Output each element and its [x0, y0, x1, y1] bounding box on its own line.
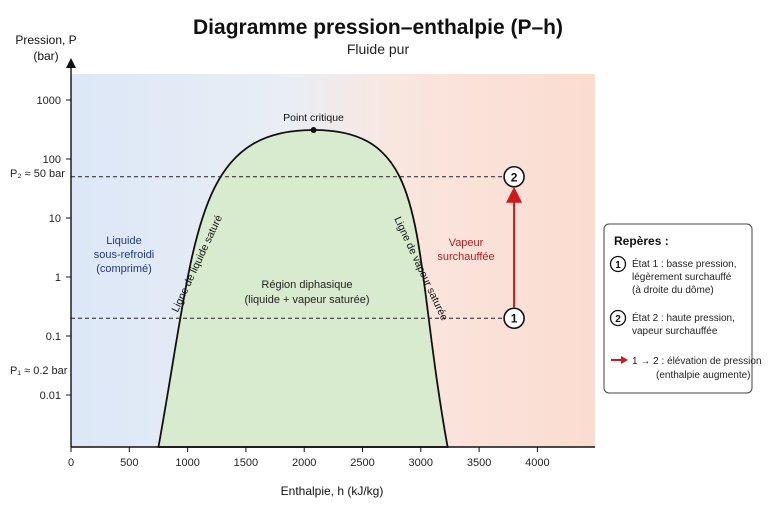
two-phase-label-1: Région diphasique [261, 279, 352, 291]
critical-point-marker [310, 127, 317, 134]
p1-level-label: P₁ ≈ 0.2 bar [10, 365, 68, 377]
legend-state-1-number: 1 [615, 260, 621, 271]
vapor-region-label-1: Vapeur [449, 237, 484, 249]
y-tick-label: 0.1 [46, 331, 61, 343]
legend-item-1-line-1: État 1 : basse pression, [632, 257, 737, 270]
legend-item-2-line-2: vapeur surchauffée [632, 326, 718, 337]
x-tick-label: 1500 [234, 457, 258, 469]
state-2-number: 2 [511, 170, 518, 184]
x-ticks: 0 500 1000 1500 2000 2500 3000 3500 4000 [68, 447, 550, 469]
legend-item-1-line-2: légèrement surchauffé [632, 272, 732, 283]
chart-subtitle: Fluide pur [347, 41, 410, 57]
liquid-region-label-3: (comprimé) [96, 263, 152, 275]
legend-state-2-number: 2 [615, 314, 621, 325]
x-tick-label: 4000 [525, 457, 549, 469]
state-1-marker: 1 [503, 307, 525, 330]
p2-level-label: P₂ ≈ 50 bar [10, 168, 65, 180]
legend-arrow-icon [621, 356, 628, 364]
y-tick-label: 10 [49, 213, 61, 225]
y-tick-label: 0.01 [40, 390, 61, 402]
y-tick-label: 100 [43, 154, 61, 166]
y-tick-label: 1 [55, 272, 61, 284]
legend-item-3-line-2: (enthalpie augmente) [656, 370, 751, 381]
y-tick-label: 1000 [37, 95, 61, 107]
liquid-region-label-2: sous-refroidi [94, 249, 155, 261]
legend-title: Repères : [614, 234, 669, 248]
y-ticks: 1000 100 10 1 0.1 0.01 [37, 95, 71, 402]
legend-item-3-line-1: 1 → 2 : élévation de pression [632, 356, 762, 367]
vapor-region-label-2: surchauffée [437, 251, 494, 263]
two-phase-label-2: (liquide + vapeur saturée) [244, 294, 369, 306]
y-axis-label: Pression, P [15, 33, 76, 47]
legend-box [603, 223, 753, 394]
legend-item-2-line-1: État 2 : haute pression, [632, 311, 735, 324]
x-tick-label: 500 [120, 457, 138, 469]
legend-state-1-circle [609, 255, 627, 273]
x-tick-label: 1000 [175, 457, 199, 469]
legend-item-1-line-3: (à droite du dôme) [632, 285, 714, 296]
chart-title: Diagramme pression–enthalpie (P–h) [193, 16, 563, 39]
state-1-circle [503, 307, 525, 330]
x-tick-label: 2500 [350, 457, 374, 469]
x-tick-label: 3000 [409, 457, 433, 469]
x-axis-label: Enthalpie, h (kJ/kg) [281, 484, 384, 498]
x-tick-label: 0 [68, 457, 74, 469]
legend: Repères : 1 État 1 : basse pression, lég… [603, 223, 762, 394]
x-tick-label: 3500 [467, 457, 491, 469]
y-axis-arrow [66, 58, 76, 68]
legend-state-2-circle [609, 309, 627, 327]
state-1-number: 1 [511, 312, 518, 326]
x-tick-label: 2000 [292, 457, 316, 469]
liquid-region-label-1: Liquide [106, 235, 141, 247]
state-2-circle [503, 165, 525, 188]
y-axis-unit: (bar) [33, 49, 58, 63]
state-2-marker: 2 [503, 165, 525, 188]
critical-point-label: Point critique [283, 112, 344, 124]
